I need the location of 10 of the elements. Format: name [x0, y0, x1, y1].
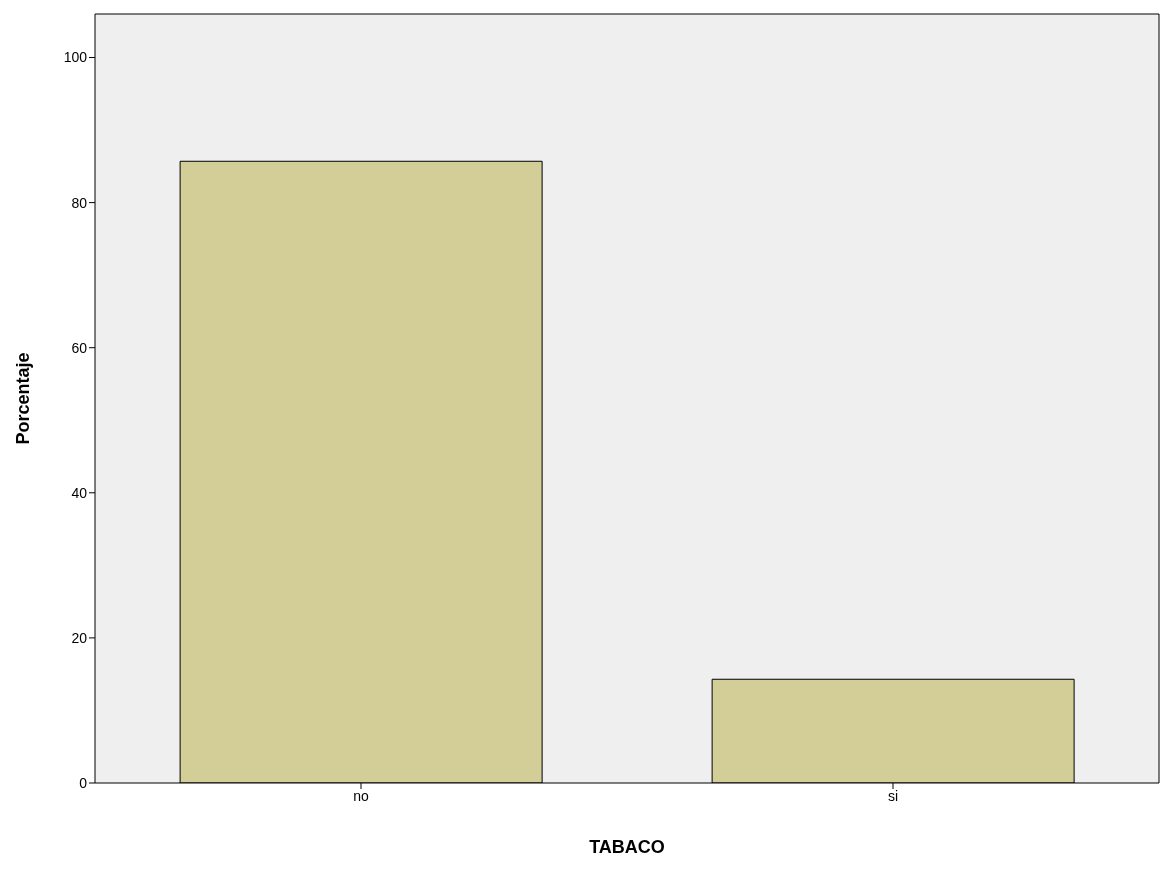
y-tick-label: 100	[63, 49, 88, 66]
y-tick-label: 0	[79, 774, 88, 791]
x-axis-title: TABACO	[589, 837, 665, 857]
y-axis-title: Porcentaje	[13, 352, 34, 445]
y-tick-label: 20	[71, 629, 88, 646]
y-tick-label: 60	[71, 339, 88, 356]
y-tick-label: 40	[71, 484, 88, 501]
x-tick-label: si	[887, 787, 899, 804]
x-tick-label: no	[353, 787, 369, 804]
y-tick-label: 80	[71, 194, 88, 211]
